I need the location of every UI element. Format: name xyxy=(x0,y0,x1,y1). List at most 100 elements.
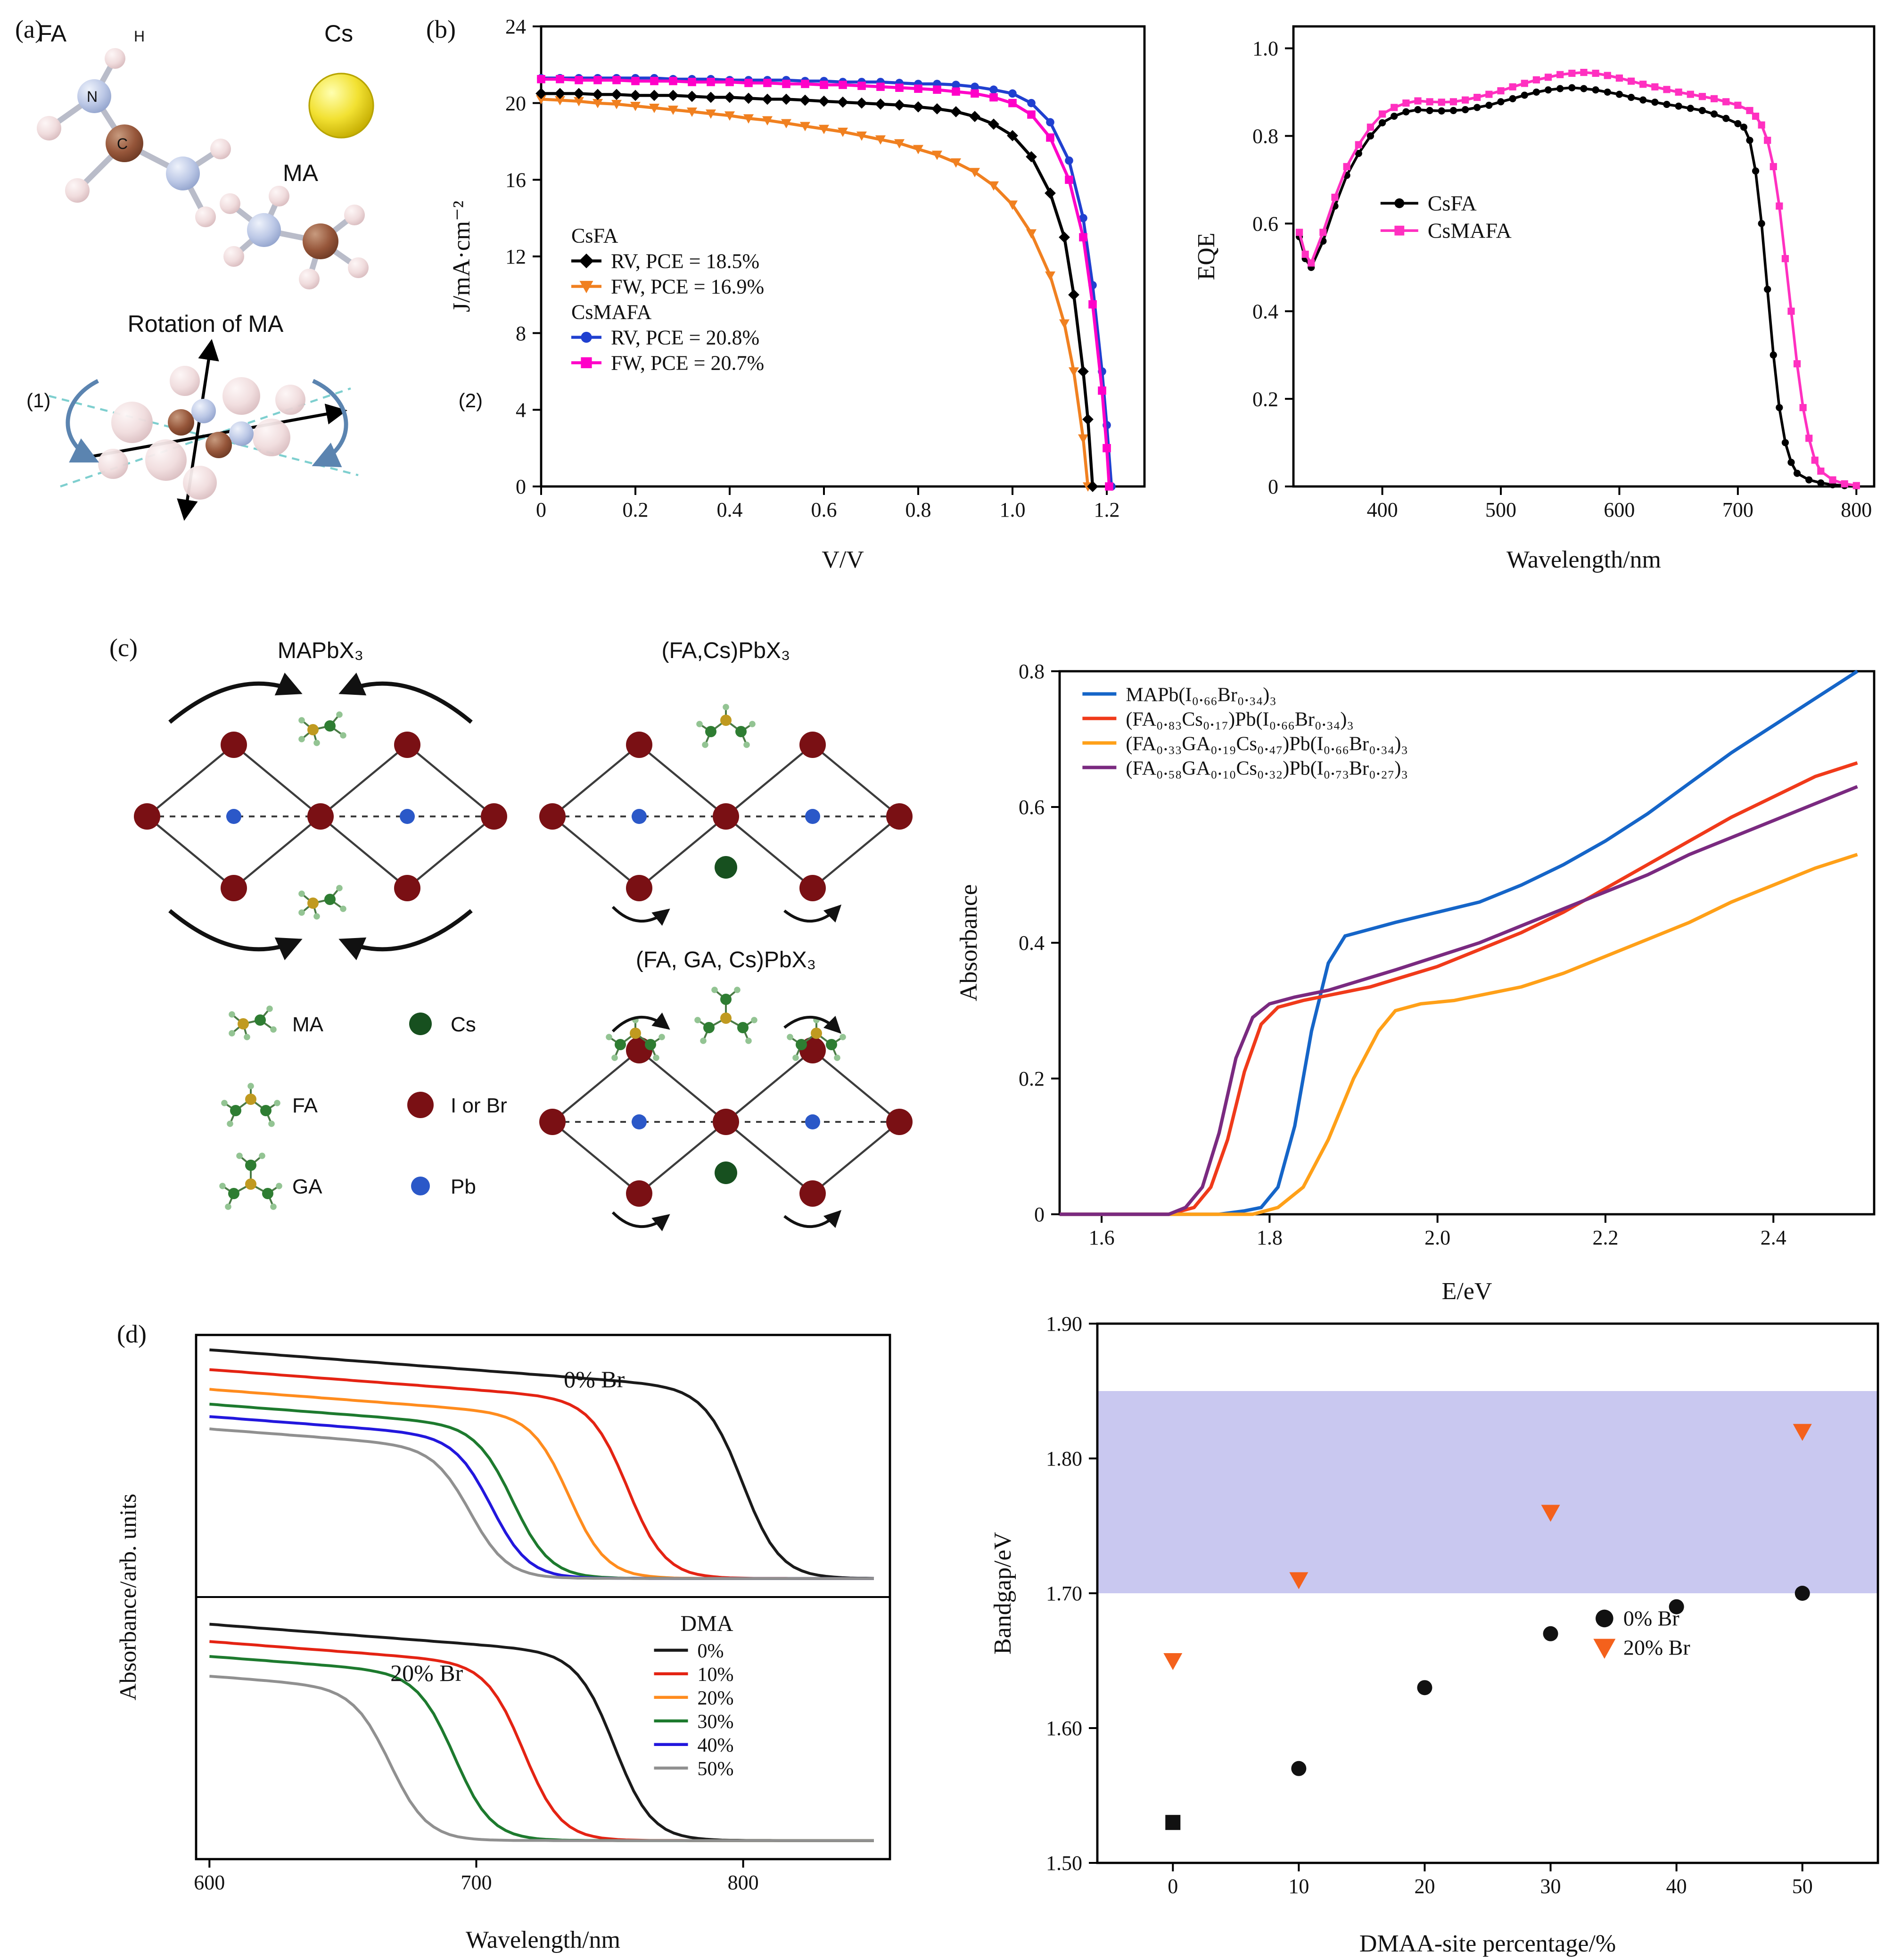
halide-legend-dot xyxy=(407,1092,434,1118)
ma-label: MA xyxy=(283,160,319,186)
svg-text:(FA₀.₃₃GA₀.₁₉Cs₀.₄₇)Pb(I₀.₆₆Br: (FA₀.₃₃GA₀.₁₉Cs₀.₄₇)Pb(I₀.₆₆Br₀.₃₄)₃ xyxy=(1126,733,1408,755)
svg-text:MAPb(I₀.₆₆Br₀.₃₄)₃: MAPb(I₀.₆₆Br₀.₃₄)₃ xyxy=(1126,684,1276,706)
svg-text:0.4: 0.4 xyxy=(1252,300,1278,323)
svg-text:4: 4 xyxy=(516,399,526,422)
svg-text:FW, PCE = 20.7%: FW, PCE = 20.7% xyxy=(611,352,764,375)
jv-legend: CsFA RV, PCE = 18.5%FW, PCE = 16.9% CsMAFA… xyxy=(571,224,764,375)
svg-text:J/mA·cm⁻²: J/mA·cm⁻² xyxy=(448,201,475,313)
spectra-legend: DMA 0%10%20%30%40%50% xyxy=(654,1611,734,1780)
svg-text:20% Br: 20% Br xyxy=(1623,1636,1690,1660)
svg-text:Wavelength/nm: Wavelength/nm xyxy=(466,1927,620,1953)
cs-label: Cs xyxy=(324,20,353,47)
jv-axes: 0 0.2 0.4 0.6 0.8 1.0 1.2 0 4 8 12 16 20 24 V/V J/mA·cm… xyxy=(448,15,1146,573)
legend-iorbr: I or Br xyxy=(451,1094,507,1117)
abs_e-legend: MAPb(I₀.₆₆Br₀.₃₄)₃(FA₀.₈₃Cs₀.₁₇)Pb(I₀.₆₆… xyxy=(1082,684,1408,779)
svg-text:Absorbance/arb. units: Absorbance/arb. units xyxy=(115,1494,141,1701)
svg-text:10%: 10% xyxy=(698,1664,734,1686)
fa-molecule-glyph xyxy=(221,1083,280,1127)
svg-text:0: 0 xyxy=(516,475,526,498)
svg-text:0.4: 0.4 xyxy=(717,498,743,521)
svg-text:16: 16 xyxy=(505,169,526,192)
abs_e-series-FAGACs1 xyxy=(1060,853,1858,1216)
svg-text:20%: 20% xyxy=(698,1688,734,1709)
svg-text:600: 600 xyxy=(194,1871,225,1894)
svg-text:E/eV: E/eV xyxy=(1442,1278,1492,1305)
arrow-label-1: (1) xyxy=(26,389,50,412)
atom-label-h: H xyxy=(134,28,145,45)
svg-text:20% Br: 20% Br xyxy=(390,1660,463,1686)
svg-text:0: 0 xyxy=(1034,1203,1045,1226)
svg-text:24: 24 xyxy=(505,15,526,38)
svg-text:CsFA: CsFA xyxy=(571,224,618,247)
svg-text:500: 500 xyxy=(1485,498,1516,521)
legend-cs: Cs xyxy=(451,1013,476,1036)
svg-text:RV, PCE = 18.5%: RV, PCE = 18.5% xyxy=(611,250,759,273)
svg-text:0.8: 0.8 xyxy=(905,498,931,521)
panel-c-diagrams: MAPbX₃ (FA,Cs)PbX₃ (FA, GA, Cs)PbX₃ MA C… xyxy=(134,638,913,1232)
ma-molecule-glyph xyxy=(229,1005,277,1040)
abs_e-series-FACs xyxy=(1060,761,1858,1216)
ga-molecule-glyph xyxy=(219,1153,282,1210)
svg-text:1.0: 1.0 xyxy=(1000,498,1026,521)
diagram-title-facs: (FA,Cs)PbX₃ xyxy=(662,638,790,663)
svg-text:40%: 40% xyxy=(698,1735,734,1756)
svg-text:1.60: 1.60 xyxy=(1046,1717,1082,1740)
fa-molecule: FA H N C xyxy=(37,20,231,227)
svg-text:400: 400 xyxy=(1367,498,1398,521)
ma-molecule: MA xyxy=(220,160,369,289)
bandgap-series-0% Br xyxy=(1165,1586,1810,1830)
svg-text:600: 600 xyxy=(1604,498,1635,521)
svg-text:CsMAFA: CsMAFA xyxy=(1428,218,1512,242)
ma-molecule-glyph xyxy=(298,711,346,746)
svg-text:10: 10 xyxy=(1288,1875,1309,1898)
panel-label-b: (b) xyxy=(426,15,456,43)
svg-text:700: 700 xyxy=(1722,498,1753,521)
diagram-title-fagacs: (FA, GA, Cs)PbX₃ xyxy=(636,947,816,972)
pb-legend-dot xyxy=(411,1177,430,1195)
bandgap-series-20% Br xyxy=(1163,1424,1812,1670)
svg-text:0%: 0% xyxy=(698,1640,724,1662)
svg-text:V/V: V/V xyxy=(822,546,864,573)
svg-text:0.2: 0.2 xyxy=(1019,1067,1045,1090)
rotation-arrow-1 xyxy=(66,379,99,463)
bandgap-band xyxy=(1098,1391,1877,1593)
absorbance-energy-chart: 1.6 1.8 2.0 2.2 2.4 0 0.2 0.4 0.6 0.8 E/eV Absorban… xyxy=(955,660,1876,1305)
svg-text:30: 30 xyxy=(1540,1875,1561,1898)
svg-text:0.2: 0.2 xyxy=(1252,387,1278,411)
svg-text:1.90: 1.90 xyxy=(1046,1312,1082,1335)
cs-legend-dot xyxy=(409,1013,432,1035)
legend-fa: FA xyxy=(292,1094,318,1117)
svg-text:0: 0 xyxy=(1168,1875,1178,1898)
svg-text:20: 20 xyxy=(505,92,526,115)
diagram-title-mapbx: MAPbX₃ xyxy=(278,638,363,663)
svg-text:0% Br: 0% Br xyxy=(564,1366,625,1392)
svg-text:2.0: 2.0 xyxy=(1424,1226,1450,1249)
arrow-label-2: (2) xyxy=(459,389,483,412)
jv-series-CsFA-FW xyxy=(536,95,1093,492)
bandgap-scatter-chart: 0 10 20 30 40 50 1.50 1.60 1.70 1.80 1.90 DMAA-site… xyxy=(989,1312,1879,1957)
fa-glyph-legend xyxy=(221,1083,280,1127)
svg-text:CsFA: CsFA xyxy=(1428,191,1477,215)
jv-series-CsFA-RV xyxy=(535,88,1098,492)
svg-text:40: 40 xyxy=(1666,1875,1687,1898)
atom-label-n: N xyxy=(87,88,98,105)
svg-text:1.0: 1.0 xyxy=(1252,37,1278,60)
jv-chart: 0 0.2 0.4 0.6 0.8 1.0 1.2 0 4 8 12 16 20 24 V/V J/mA·cm… xyxy=(448,15,1146,573)
abs_e-series-MAPb xyxy=(1060,669,1859,1216)
legend-ga: GA xyxy=(292,1175,322,1198)
ma-cluster xyxy=(98,366,305,500)
cs-atom: Cs xyxy=(308,20,374,139)
svg-text:2.4: 2.4 xyxy=(1761,1226,1786,1249)
svg-text:FW, PCE = 16.9%: FW, PCE = 16.9% xyxy=(611,275,764,298)
bandgap-axes: 0 10 20 30 40 50 1.50 1.60 1.70 1.80 1.90 DMAA-site… xyxy=(989,1312,1879,1957)
svg-text:(FA₀.₅₈GA₀.₁₀Cs₀.₃₂)Pb(I₀.₇₃Br: (FA₀.₅₈GA₀.₁₀Cs₀.₃₂)Pb(I₀.₇₃Br₀.₂₇)₃ xyxy=(1126,758,1408,779)
svg-text:50%: 50% xyxy=(698,1758,734,1780)
panel-a-molecules: FA H N C Cs MA xyxy=(26,20,483,521)
svg-text:EQE: EQE xyxy=(1193,232,1220,280)
svg-text:0.8: 0.8 xyxy=(1252,125,1278,148)
ga-molecule-glyph xyxy=(694,987,757,1044)
svg-text:700: 700 xyxy=(461,1871,492,1894)
svg-text:(FA₀.₈₃Cs₀.₁₇)Pb(I₀.₆₆Br₀.₃₄)₃: (FA₀.₈₃Cs₀.₁₇)Pb(I₀.₆₆Br₀.₃₄)₃ xyxy=(1126,708,1354,730)
panel-label-c: (c) xyxy=(109,634,138,662)
bandgap-legend: 0% Br 20% Br xyxy=(1593,1606,1690,1660)
